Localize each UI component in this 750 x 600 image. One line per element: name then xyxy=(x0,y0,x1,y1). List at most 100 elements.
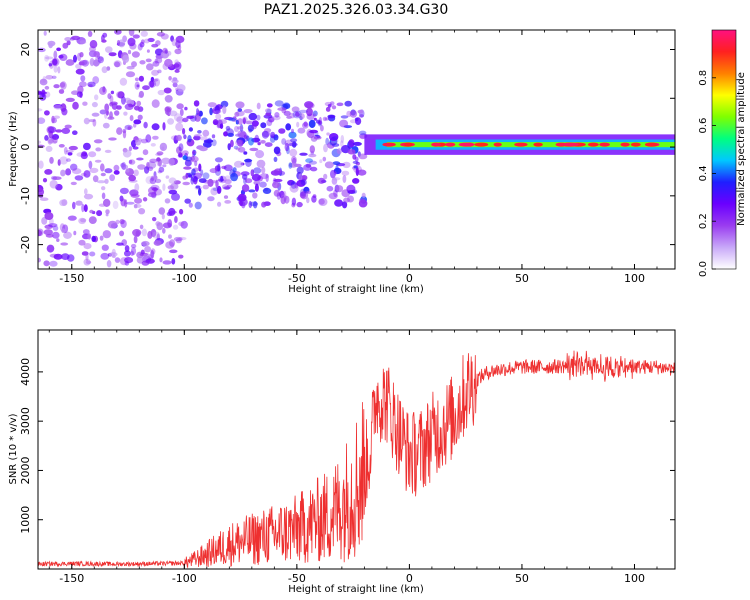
heatmap-cell xyxy=(83,193,94,200)
heatmap-cell xyxy=(83,142,91,151)
heatmap-cell xyxy=(134,183,140,192)
heatmap-cell xyxy=(48,223,58,228)
heatmap-cell xyxy=(211,139,217,147)
heatmap-cell xyxy=(237,139,244,147)
heatmap-cell xyxy=(223,195,229,199)
heatmap-cell xyxy=(145,176,154,185)
heatmap-cell xyxy=(253,167,262,174)
heatmap-cell xyxy=(198,187,202,196)
x-tick-label: 0 xyxy=(406,572,413,585)
heatmap-cell xyxy=(120,219,127,229)
heatmap-cell xyxy=(340,115,349,119)
heatmap-cell xyxy=(104,149,112,153)
heatmap-cell xyxy=(53,64,58,73)
heatmap-cell xyxy=(162,164,167,168)
heatmap-cell xyxy=(65,59,75,66)
heatmap-cell xyxy=(228,117,237,122)
heatmap-cell xyxy=(162,183,166,191)
heatmap-cell xyxy=(194,201,202,210)
heatmap-cell xyxy=(336,148,342,155)
heatmap-cell xyxy=(49,156,54,164)
heatmap-cell xyxy=(38,257,41,263)
heatmap-cell xyxy=(157,69,162,74)
heatmap-cell xyxy=(75,200,83,206)
heatmap-cell xyxy=(284,142,290,152)
heatmap-cell xyxy=(242,116,248,122)
heatmap-cell xyxy=(124,261,130,266)
heatmap-cell xyxy=(327,114,336,119)
heatmap-cell xyxy=(318,198,328,206)
heatmap-cell xyxy=(136,84,140,88)
heatmap-cell xyxy=(224,179,232,185)
heatmap-cell xyxy=(150,143,156,147)
heatmap-cell xyxy=(41,217,48,225)
heatmap-cell xyxy=(382,142,396,147)
heatmap-cell xyxy=(209,107,213,116)
heatmap-cell xyxy=(116,91,124,99)
heatmap-cell xyxy=(100,172,106,177)
heatmap-cell xyxy=(151,78,159,82)
heatmap-cell xyxy=(318,198,325,205)
heatmap-cell xyxy=(306,197,310,204)
heatmap-cell xyxy=(78,217,86,225)
heatmap-cell xyxy=(96,210,103,217)
heatmap-cell xyxy=(83,204,88,213)
heatmap-cell xyxy=(203,139,214,144)
heatmap-cell xyxy=(60,169,66,177)
heatmap-cell xyxy=(245,178,253,184)
heatmap-cell xyxy=(361,192,366,198)
heatmap-cell xyxy=(343,197,351,203)
heatmap-cell xyxy=(255,150,265,159)
heatmap-cell xyxy=(193,135,201,141)
heatmap-cell xyxy=(124,250,131,257)
heatmap-cell xyxy=(48,63,53,67)
y-tick-label: 20 xyxy=(19,43,32,57)
heatmap-cell xyxy=(289,148,298,157)
heatmap-cell xyxy=(183,134,187,140)
heatmap-cell xyxy=(44,212,54,220)
heatmap-cell xyxy=(122,130,127,139)
colorbar-gradient xyxy=(712,30,736,269)
heatmap-cell xyxy=(44,224,53,229)
heatmap-cell xyxy=(89,209,94,214)
heatmap-cell xyxy=(122,54,130,63)
heatmap-cell xyxy=(176,103,184,110)
heatmap-cell xyxy=(101,244,109,251)
heatmap-cell xyxy=(326,185,334,192)
heatmap-cell xyxy=(184,198,191,204)
colorbar-tick-label: 0.4 xyxy=(698,165,709,181)
heatmap-cell xyxy=(168,207,176,216)
heatmap-cell xyxy=(125,168,130,173)
heatmap-cell xyxy=(164,95,173,103)
heatmap-cell xyxy=(52,58,58,66)
heatmap-cell xyxy=(71,35,81,41)
heatmap-cell xyxy=(217,201,222,207)
y-tick-label: 0 xyxy=(19,144,32,151)
heatmap-cell xyxy=(342,175,347,183)
heatmap-cell xyxy=(70,181,77,186)
heatmap-cell xyxy=(61,253,70,260)
heatmap-cell xyxy=(60,242,69,246)
heatmap-cell xyxy=(199,136,208,141)
snr-x-label: Height of straight line (km) xyxy=(288,584,424,595)
heatmap-cell xyxy=(248,112,258,121)
heatmap-cell xyxy=(52,231,60,239)
heatmap-cell xyxy=(313,117,317,121)
heatmap-cell xyxy=(188,174,193,178)
heatmap-cell xyxy=(212,108,221,115)
heatmap-cell xyxy=(254,134,260,143)
heatmap-cell xyxy=(99,86,107,95)
heatmap-cell xyxy=(46,244,55,253)
heatmap-cell xyxy=(143,253,151,259)
y-tick-label: 1000 xyxy=(19,506,32,534)
heatmap-cell xyxy=(119,77,128,86)
heatmap-cell xyxy=(236,126,244,130)
heatmap-cell xyxy=(45,233,54,238)
heatmap-cell xyxy=(334,199,344,207)
heatmap-cell xyxy=(198,163,202,172)
heatmap-cell xyxy=(65,97,75,102)
heatmap-cell xyxy=(85,253,89,261)
heatmap-cell xyxy=(222,105,227,114)
heatmap-cell xyxy=(137,164,146,170)
heatmap-cell xyxy=(84,188,88,195)
